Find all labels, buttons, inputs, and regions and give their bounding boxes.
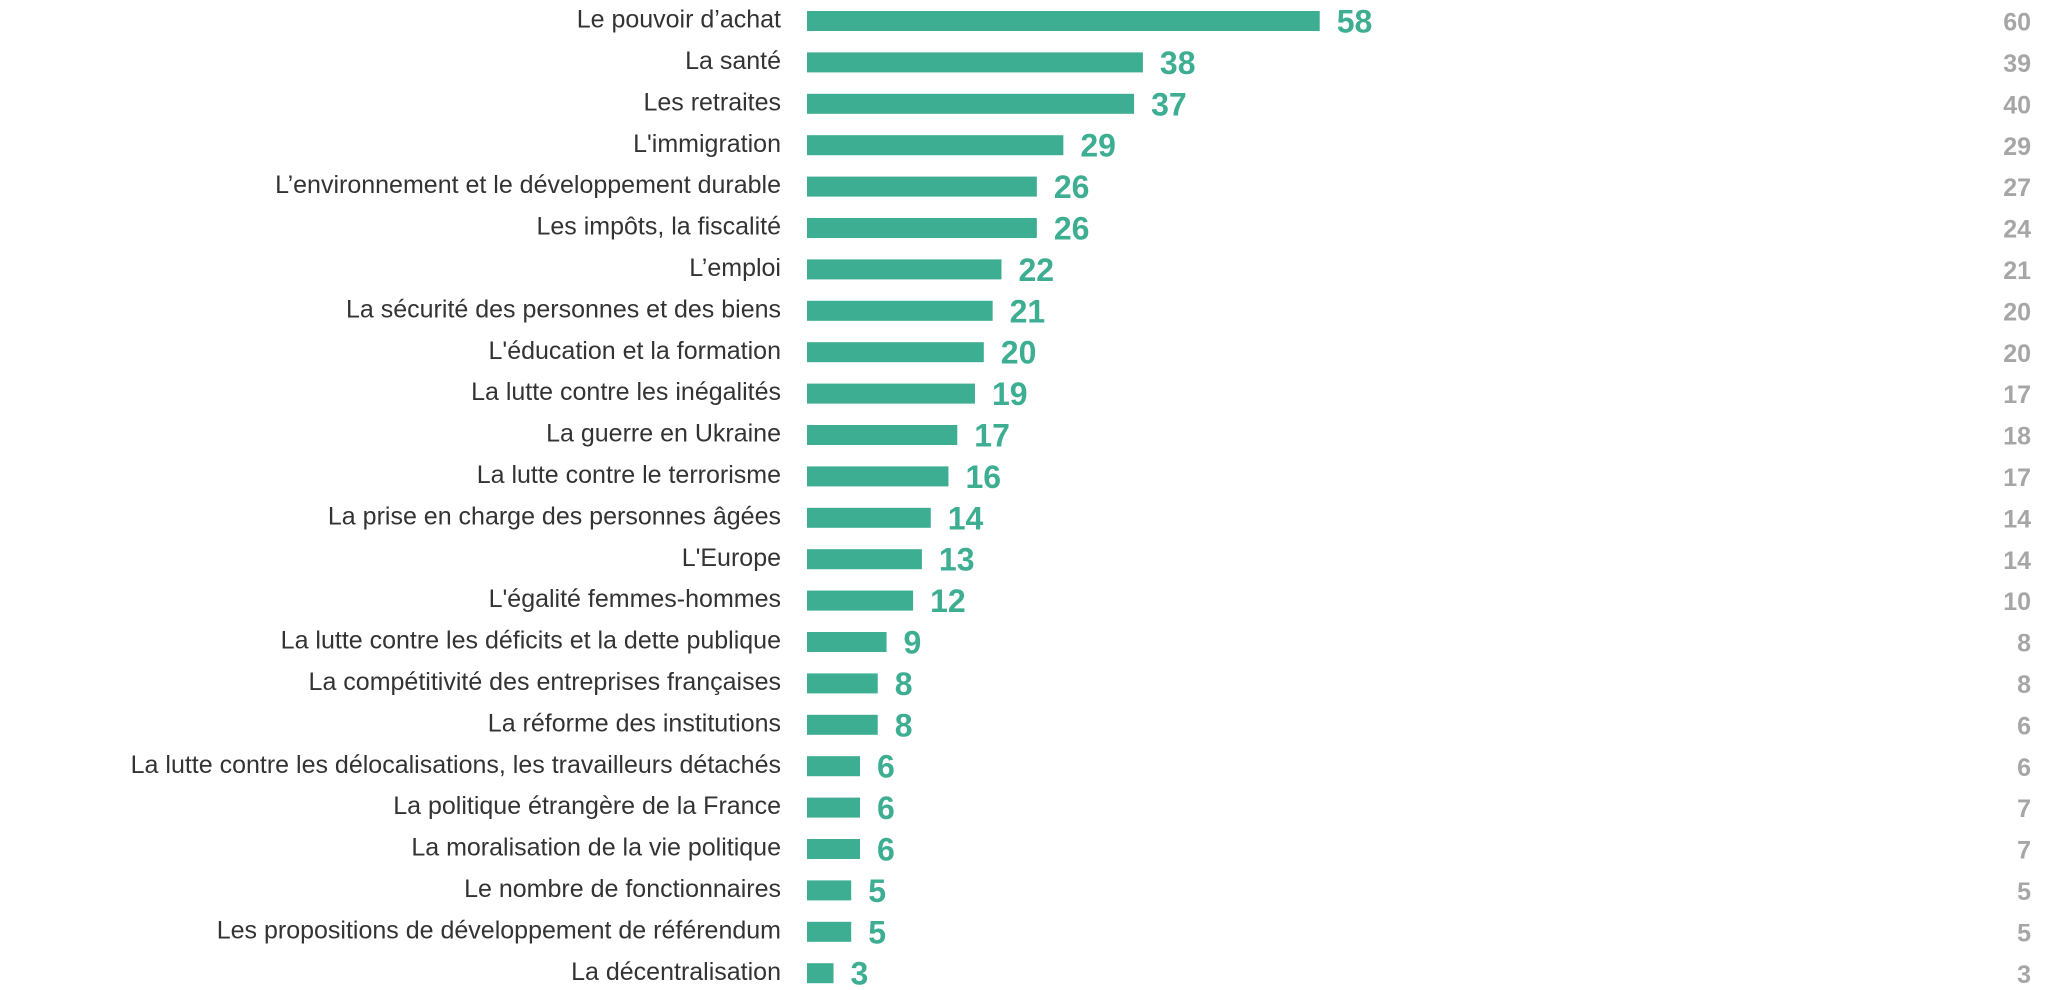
comparison-value: 3 xyxy=(2017,961,2031,989)
category-label: L’environnement et le développement dura… xyxy=(275,171,781,199)
category-label: La réforme des institutions xyxy=(488,709,781,737)
value-label: 37 xyxy=(1151,86,1187,122)
comparison-value: 60 xyxy=(2003,9,2031,37)
value-label: 17 xyxy=(974,417,1010,453)
category-label: L'égalité femmes-hommes xyxy=(489,585,781,613)
comparison-value: 14 xyxy=(2003,505,2031,533)
category-label: La santé xyxy=(685,47,781,75)
value-label: 16 xyxy=(965,459,1001,495)
category-label: La lutte contre les inégalités xyxy=(471,378,781,406)
value-label: 26 xyxy=(1054,169,1090,205)
bar xyxy=(807,714,878,735)
category-label: La sécurité des personnes et des biens xyxy=(346,295,781,323)
value-label: 6 xyxy=(877,749,895,785)
comparison-value: 6 xyxy=(2017,712,2031,740)
value-label: 13 xyxy=(939,542,975,578)
comparison-value: 17 xyxy=(2003,381,2031,409)
comparison-value: 14 xyxy=(2003,547,2031,575)
bar xyxy=(807,176,1037,197)
comparison-value: 27 xyxy=(2003,174,2031,202)
value-label: 19 xyxy=(992,376,1028,412)
value-label: 8 xyxy=(895,707,913,743)
bar xyxy=(807,673,878,694)
bar xyxy=(807,135,1064,156)
value-label: 21 xyxy=(1010,293,1046,329)
bar xyxy=(807,507,931,528)
comparison-value: 40 xyxy=(2003,91,2031,119)
category-label: Les impôts, la fiscalité xyxy=(536,213,781,241)
value-label: 12 xyxy=(930,583,966,619)
value-label: 20 xyxy=(1001,335,1037,371)
category-label: Les retraites xyxy=(643,88,781,116)
value-label: 38 xyxy=(1160,45,1196,81)
bar xyxy=(807,466,949,487)
value-label: 6 xyxy=(877,831,895,867)
comparison-value: 10 xyxy=(2003,588,2031,616)
bar xyxy=(807,797,861,818)
comparison-value: 24 xyxy=(2003,216,2031,244)
bar xyxy=(807,880,852,901)
bar xyxy=(807,425,958,445)
category-label: L’emploi xyxy=(689,254,781,282)
bar xyxy=(807,839,861,859)
category-label: La lutte contre le terrorisme xyxy=(477,461,781,489)
comparison-value: 8 xyxy=(2017,630,2031,658)
bar xyxy=(807,11,1320,31)
category-label: Le nombre de fonctionnaires xyxy=(464,875,781,903)
comparison-value: 17 xyxy=(2003,464,2031,492)
value-label: 9 xyxy=(904,624,922,660)
bar xyxy=(807,549,922,570)
comparison-value: 6 xyxy=(2017,754,2031,782)
category-label: La lutte contre les déficits et la dette… xyxy=(281,627,781,655)
category-label: La lutte contre les délocalisations, les… xyxy=(131,751,781,779)
bar xyxy=(807,52,1143,73)
category-label: La compétitivité des entreprises françai… xyxy=(309,668,781,696)
bar xyxy=(807,921,852,942)
value-label: 29 xyxy=(1080,128,1116,164)
category-label: La prise en charge des personnes âgées xyxy=(328,502,781,530)
comparison-value: 20 xyxy=(2003,298,2031,326)
category-label: La décentralisation xyxy=(571,958,781,986)
category-label: La moralisation de la vie politique xyxy=(411,834,781,862)
bar xyxy=(807,93,1135,114)
category-label: L'éducation et la formation xyxy=(489,337,781,365)
category-label: L'immigration xyxy=(633,130,781,158)
comparison-value: 5 xyxy=(2017,878,2031,906)
category-label: La politique étrangère de la France xyxy=(393,792,781,820)
comparison-value: 18 xyxy=(2003,423,2031,451)
bar xyxy=(807,342,984,363)
value-label: 14 xyxy=(948,500,984,536)
comparison-value: 39 xyxy=(2003,50,2031,78)
category-label: Les propositions de développement de réf… xyxy=(217,916,781,944)
category-label: L'Europe xyxy=(682,544,781,572)
comparison-value: 7 xyxy=(2017,795,2031,823)
category-label: Le pouvoir d’achat xyxy=(577,6,781,34)
value-label: 8 xyxy=(895,666,913,702)
value-label: 5 xyxy=(868,914,886,950)
value-label: 6 xyxy=(877,790,895,826)
bar xyxy=(807,383,975,404)
comparison-value: 5 xyxy=(2017,919,2031,947)
comparison-value: 8 xyxy=(2017,671,2031,699)
bar xyxy=(807,259,1002,280)
value-label: 5 xyxy=(868,873,886,909)
comparison-value: 21 xyxy=(2003,257,2031,285)
bar xyxy=(807,632,887,652)
bar xyxy=(807,218,1037,238)
comparison-value: 20 xyxy=(2003,340,2031,368)
bar xyxy=(807,590,914,611)
value-label: 26 xyxy=(1054,210,1090,246)
category-label: La guerre en Ukraine xyxy=(546,420,781,448)
bar xyxy=(807,756,861,777)
bar xyxy=(807,300,993,321)
value-label: 58 xyxy=(1337,3,1373,39)
comparison-value: 7 xyxy=(2017,837,2031,865)
value-label: 22 xyxy=(1018,252,1054,288)
value-label: 3 xyxy=(851,956,869,990)
comparison-value: 29 xyxy=(2003,133,2031,161)
bar xyxy=(807,963,834,984)
